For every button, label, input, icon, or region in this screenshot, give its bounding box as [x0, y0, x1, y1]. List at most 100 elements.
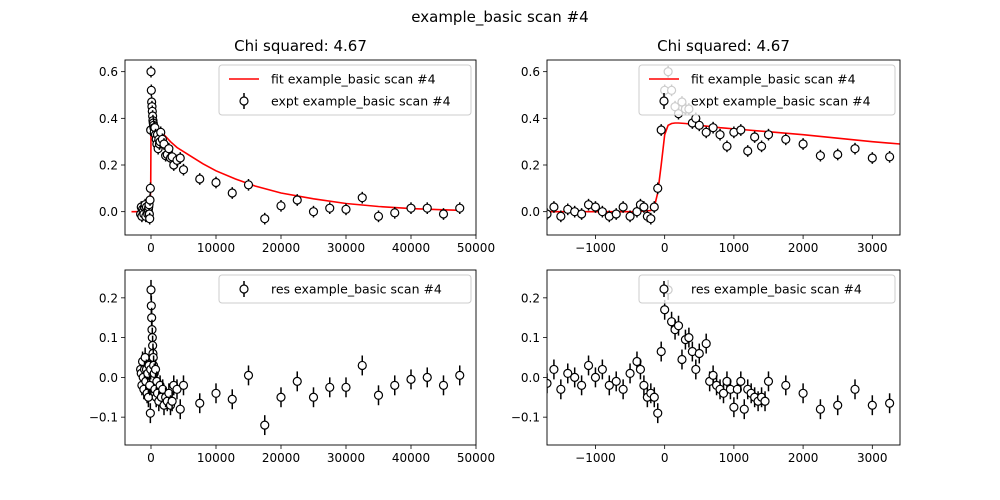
- data-point: [708, 123, 718, 133]
- data-point: [145, 183, 155, 193]
- data-point: [227, 188, 237, 198]
- x-tick-label: 0: [147, 241, 155, 255]
- data-point: [276, 392, 286, 402]
- data-point: [781, 134, 791, 144]
- data-point: [150, 364, 161, 375]
- x-tick-label: 10000: [197, 241, 235, 255]
- data-point: [850, 384, 860, 394]
- x-tick-label: 2000: [788, 241, 819, 255]
- data-point: [341, 382, 351, 392]
- data-point: [815, 404, 826, 414]
- data-point: [438, 380, 449, 390]
- legend: fit example_basic scan #4 expt example_ba…: [638, 64, 896, 116]
- data-point: [597, 364, 607, 375]
- data-point: [145, 195, 155, 205]
- data-point: [850, 144, 860, 154]
- data-point: [175, 153, 185, 163]
- data-point: [325, 382, 335, 392]
- y-tick-label: 0.2: [99, 159, 118, 173]
- y-tick-label: 0.2: [99, 291, 118, 305]
- data-point: [178, 380, 189, 390]
- data-point: [547, 209, 552, 219]
- x-tick-label: 1000: [719, 241, 750, 255]
- axes-frame: [124, 269, 477, 446]
- data-point: [577, 209, 587, 219]
- data-point: [798, 388, 808, 398]
- data-point: [715, 130, 725, 140]
- data-point: [373, 390, 384, 400]
- data-point: [694, 348, 704, 359]
- data-point: [547, 378, 552, 388]
- y-tick-label: 0.6: [99, 65, 118, 79]
- y-tick-label: 0.1: [99, 331, 118, 345]
- data-point: [781, 380, 791, 390]
- data-point: [653, 183, 663, 193]
- data-point: [718, 388, 729, 398]
- legend-marker-handle: [239, 284, 249, 294]
- data-point: [691, 364, 701, 375]
- y-tick-label: 0.0: [99, 205, 118, 219]
- x-tick-label: 40000: [392, 451, 430, 465]
- data-point: [625, 211, 635, 221]
- legend-box: [638, 274, 896, 304]
- data-point: [167, 396, 177, 406]
- data-point: [422, 203, 432, 213]
- data-point: [146, 67, 156, 77]
- data-point: [143, 392, 153, 402]
- fit-line: [131, 124, 460, 213]
- data-point: [739, 404, 749, 414]
- legend-label: res example_basic scan #4: [271, 282, 442, 297]
- data-point: [756, 141, 767, 151]
- y-tick-label: 0.0: [99, 371, 118, 385]
- data-point: [867, 400, 877, 410]
- data-point: [597, 207, 607, 217]
- data-point: [325, 203, 335, 213]
- subplot-title: Chi squared: 4.67: [234, 37, 367, 55]
- data-point: [604, 380, 614, 390]
- data-point: [406, 203, 416, 213]
- legend-label: fit example_basic scan #4: [271, 72, 436, 87]
- data-point: [556, 211, 566, 221]
- x-tick-label: 40000: [392, 241, 430, 255]
- x-tick-label: 20000: [262, 241, 300, 255]
- data-point: [140, 352, 150, 363]
- data-point: [308, 392, 319, 402]
- y-tick-label: −0.1: [511, 411, 540, 425]
- legend-label: res example_basic scan #4: [691, 282, 862, 297]
- data-point: [357, 360, 367, 371]
- data-point: [570, 372, 580, 382]
- data-point: [867, 153, 877, 163]
- data-point: [145, 408, 155, 418]
- figure-title: example_basic scan #4: [411, 8, 589, 26]
- y-tick-label: −0.1: [89, 411, 118, 425]
- x-tick-label: 50000: [457, 451, 495, 465]
- data-point: [390, 208, 400, 218]
- data-point: [438, 209, 449, 219]
- data-point: [195, 398, 205, 408]
- data-point: [653, 408, 663, 418]
- data-point: [736, 376, 746, 386]
- x-tick-label: −1000: [575, 451, 616, 465]
- subplot-1: Chi squared: 4.67 0 10000 20000 30000 40000 50…: [99, 37, 495, 255]
- data-point: [549, 364, 559, 375]
- data-point: [556, 384, 566, 394]
- data-point: [656, 125, 666, 135]
- data-point: [885, 398, 895, 408]
- data-point: [639, 202, 649, 212]
- data-point: [243, 180, 254, 190]
- plot-area: [131, 65, 465, 225]
- data-point: [146, 85, 156, 95]
- data-point: [455, 203, 465, 213]
- y-tick-label: 0.1: [521, 331, 540, 345]
- subplot-3: 0 10000 20000 30000 40000 50000 −0.1 0.0 0.1 0.2 r…: [89, 269, 495, 465]
- data-point: [341, 204, 351, 214]
- data-point: [625, 368, 635, 379]
- x-tick-label: 3000: [857, 241, 888, 255]
- x-tick-label: 2000: [788, 451, 819, 465]
- legend-box: [218, 274, 472, 304]
- data-point: [175, 404, 185, 414]
- data-point: [577, 380, 587, 390]
- data-point: [260, 214, 270, 224]
- data-point: [178, 165, 189, 175]
- data-point: [701, 127, 711, 137]
